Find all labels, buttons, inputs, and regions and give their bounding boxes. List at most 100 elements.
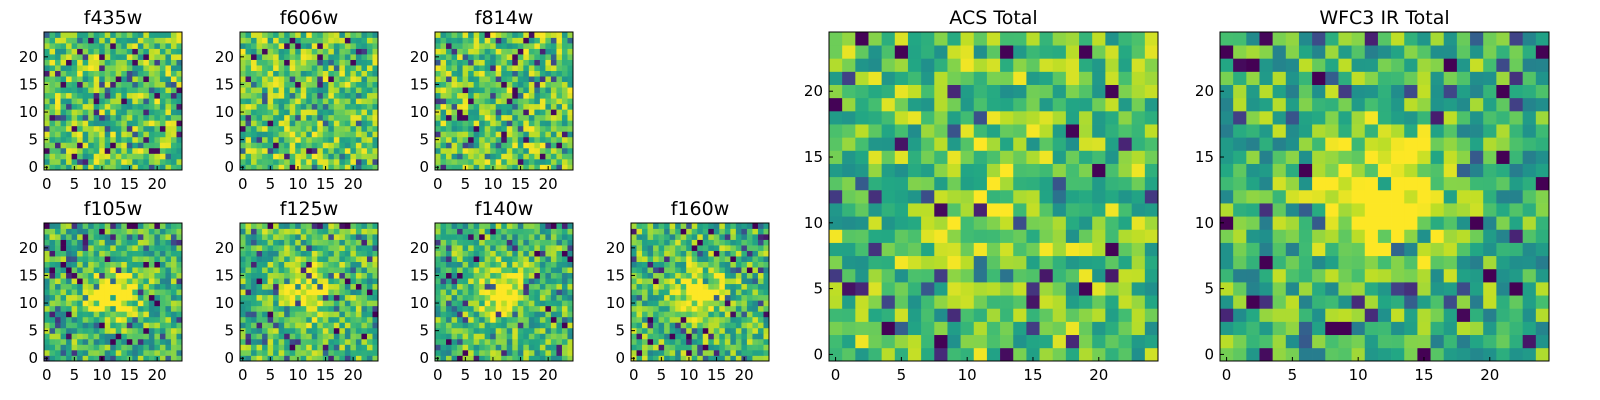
- heatmap-cell: [154, 261, 161, 268]
- heatmap-cell: [159, 70, 166, 77]
- heatmap-cell: [457, 355, 463, 362]
- heatmap-cell: [322, 239, 329, 246]
- heatmap-cell: [132, 305, 139, 312]
- heatmap-cell: [110, 272, 117, 279]
- heatmap-cell: [115, 48, 122, 55]
- heatmap-cell: [300, 223, 307, 229]
- heatmap-cell: [77, 272, 83, 279]
- heatmap-cell: [719, 267, 726, 274]
- heatmap-cell: [636, 327, 643, 334]
- heatmap-cell: [523, 245, 530, 251]
- heatmap-cell: [495, 59, 502, 66]
- heatmap-cell: [675, 283, 682, 290]
- heatmap-cell: [99, 153, 106, 160]
- heatmap-cell: [1000, 150, 1014, 164]
- heatmap-cell: [523, 333, 530, 340]
- heatmap-cell: [121, 120, 128, 127]
- heatmap-cell: [534, 114, 541, 121]
- heatmap-cell: [490, 245, 497, 251]
- heatmap-cell: [1118, 282, 1133, 296]
- heatmap-cell: [339, 239, 346, 246]
- heatmap-cell: [251, 245, 257, 251]
- heatmap-cell: [267, 250, 274, 257]
- heatmap-cell: [550, 256, 557, 262]
- heatmap-cell: [479, 234, 486, 240]
- heatmap-cell: [479, 147, 486, 154]
- heatmap-cell: [273, 70, 279, 77]
- heatmap-cell: [333, 322, 340, 329]
- heatmap-cell: [159, 333, 166, 340]
- heatmap-cell: [148, 59, 155, 66]
- heatmap-cell: [278, 92, 285, 99]
- heatmap-cell: [653, 267, 659, 274]
- heatmap-cell: [567, 311, 574, 318]
- heatmap-cell: [484, 294, 491, 301]
- heatmap-cell: [462, 43, 469, 49]
- heatmap-cell: [435, 316, 441, 323]
- heatmap-cell: [278, 267, 285, 274]
- heatmap-cell: [741, 327, 748, 334]
- heatmap-cell: [495, 256, 502, 262]
- x-tick-label: 0: [42, 366, 52, 384]
- heatmap-cell: [333, 278, 340, 285]
- heatmap-cell: [267, 322, 274, 329]
- heatmap-cell: [561, 267, 568, 274]
- heatmap-cell: [110, 120, 117, 127]
- heatmap-cell: [165, 76, 172, 83]
- heatmap-cell: [344, 333, 351, 340]
- heatmap-cell: [344, 103, 351, 110]
- heatmap-cell: [741, 239, 748, 246]
- heatmap-cell: [44, 278, 50, 285]
- heatmap-cell: [545, 305, 552, 312]
- heatmap-cell: [278, 245, 285, 251]
- heatmap-cell: [322, 261, 329, 268]
- heatmap-cell: [746, 333, 753, 340]
- heatmap-cell: [240, 344, 246, 351]
- heatmap-cell: [165, 333, 172, 340]
- heatmap-cell: [506, 239, 513, 246]
- heatmap-cell: [534, 147, 541, 154]
- heatmap-cell: [973, 189, 988, 204]
- heatmap-cell: [93, 223, 100, 229]
- heatmap-cell: [273, 54, 279, 60]
- heatmap-cell: [170, 349, 177, 356]
- heatmap-cell: [104, 283, 111, 290]
- heatmap-cell: [289, 136, 296, 143]
- heatmap-cell: [1131, 295, 1146, 309]
- heatmap-cell: [636, 256, 643, 262]
- heatmap-cell: [556, 267, 563, 274]
- heatmap-cell: [567, 355, 574, 362]
- heatmap-cell: [479, 261, 486, 268]
- heatmap-cell: [317, 234, 324, 240]
- heatmap-cell: [921, 295, 935, 309]
- heatmap-cell: [99, 250, 106, 257]
- heatmap-cell: [262, 234, 268, 240]
- heatmap-cell: [501, 54, 508, 60]
- heatmap-cell: [517, 65, 524, 71]
- heatmap-cell: [339, 267, 346, 274]
- heatmap-cell: [490, 261, 497, 268]
- heatmap-cell: [121, 245, 128, 251]
- heatmap-cell: [550, 43, 557, 49]
- heatmap-cell: [322, 272, 329, 279]
- heatmap-cell: [372, 283, 379, 290]
- heatmap-cell: [868, 334, 882, 349]
- heatmap-cell: [506, 87, 513, 94]
- heatmap-cell: [240, 289, 246, 296]
- heatmap-cell: [49, 109, 56, 116]
- heatmap-cell: [752, 305, 759, 312]
- heatmap-cell: [642, 294, 648, 301]
- heatmap-cell: [322, 245, 329, 251]
- heatmap-cell: [77, 54, 83, 60]
- heatmap-cell: [658, 239, 665, 246]
- heatmap-cell: [512, 256, 519, 262]
- heatmap-cell: [512, 311, 519, 318]
- heatmap-cell: [462, 65, 469, 71]
- heatmap-cell: [311, 305, 318, 312]
- heatmap-cell: [115, 305, 122, 312]
- heatmap-cell: [256, 300, 263, 307]
- heatmap-cell: [366, 65, 373, 71]
- heatmap-cell: [104, 70, 111, 77]
- heatmap-cell: [534, 76, 541, 83]
- heatmap-cell: [328, 333, 335, 340]
